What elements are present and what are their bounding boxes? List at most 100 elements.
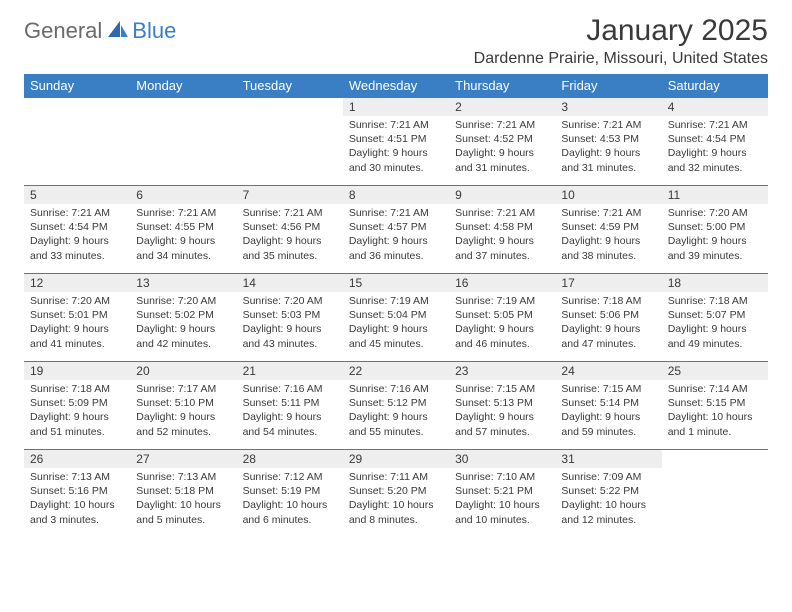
sunrise-text: Sunrise: 7:21 AM — [561, 206, 655, 220]
sunrise-text: Sunrise: 7:15 AM — [561, 382, 655, 396]
sunset-text: Sunset: 5:14 PM — [561, 396, 655, 410]
daylight-text: Daylight: 9 hours and 41 minutes. — [30, 322, 124, 350]
calendar-day-cell: 22Sunrise: 7:16 AMSunset: 5:12 PMDayligh… — [343, 362, 449, 450]
day-content: Sunrise: 7:14 AMSunset: 5:15 PMDaylight:… — [662, 380, 768, 443]
sunrise-text: Sunrise: 7:19 AM — [455, 294, 549, 308]
day-number: 6 — [130, 186, 236, 204]
day-number: 24 — [555, 362, 661, 380]
calendar-day-cell: 30Sunrise: 7:10 AMSunset: 5:21 PMDayligh… — [449, 450, 555, 538]
sunrise-text: Sunrise: 7:17 AM — [136, 382, 230, 396]
day-content: Sunrise: 7:21 AMSunset: 4:58 PMDaylight:… — [449, 204, 555, 267]
daylight-text: Daylight: 9 hours and 43 minutes. — [243, 322, 337, 350]
sunset-text: Sunset: 5:05 PM — [455, 308, 549, 322]
calendar-day-cell: 27Sunrise: 7:13 AMSunset: 5:18 PMDayligh… — [130, 450, 236, 538]
page-header: General Blue January 2025 Dardenne Prair… — [24, 14, 768, 68]
day-content: Sunrise: 7:13 AMSunset: 5:18 PMDaylight:… — [130, 468, 236, 531]
calendar-day-cell: 11Sunrise: 7:20 AMSunset: 5:00 PMDayligh… — [662, 186, 768, 274]
day-number: 31 — [555, 450, 661, 468]
sunrise-text: Sunrise: 7:20 AM — [30, 294, 124, 308]
daylight-text: Daylight: 10 hours and 10 minutes. — [455, 498, 549, 526]
sunrise-text: Sunrise: 7:09 AM — [561, 470, 655, 484]
daylight-text: Daylight: 9 hours and 59 minutes. — [561, 410, 655, 438]
sunset-text: Sunset: 4:51 PM — [349, 132, 443, 146]
day-content: Sunrise: 7:09 AMSunset: 5:22 PMDaylight:… — [555, 468, 661, 531]
day-content: Sunrise: 7:21 AMSunset: 4:56 PMDaylight:… — [237, 204, 343, 267]
sunset-text: Sunset: 5:04 PM — [349, 308, 443, 322]
daylight-text: Daylight: 10 hours and 1 minute. — [668, 410, 762, 438]
month-title: January 2025 — [474, 14, 768, 48]
sunset-text: Sunset: 4:59 PM — [561, 220, 655, 234]
day-number: 2 — [449, 98, 555, 116]
day-number: 21 — [237, 362, 343, 380]
daylight-text: Daylight: 9 hours and 46 minutes. — [455, 322, 549, 350]
day-content: Sunrise: 7:21 AMSunset: 4:59 PMDaylight:… — [555, 204, 661, 267]
calendar-day-cell: 16 Sunrise: 7:19 AMSunset: 5:05 PMDayligh… — [449, 274, 555, 362]
day-content: Sunrise: 7:21 AMSunset: 4:52 PMDaylight:… — [449, 116, 555, 179]
sunset-text: Sunset: 5:02 PM — [136, 308, 230, 322]
daylight-text: Daylight: 9 hours and 45 minutes. — [349, 322, 443, 350]
calendar-day-cell: 17Sunrise: 7:18 AMSunset: 5:06 PMDayligh… — [555, 274, 661, 362]
day-number: 1 — [343, 98, 449, 116]
day-header: Tuesday — [237, 74, 343, 98]
day-content: Sunrise: 7:21 AMSunset: 4:54 PMDaylight:… — [662, 116, 768, 179]
sunrise-text: Sunrise: 7:16 AM — [349, 382, 443, 396]
day-content: Sunrise: 7:20 AMSunset: 5:01 PMDaylight:… — [24, 292, 130, 355]
sunrise-text: Sunrise: 7:21 AM — [561, 118, 655, 132]
sunrise-text: Sunrise: 7:13 AM — [136, 470, 230, 484]
daylight-text: Daylight: 10 hours and 6 minutes. — [243, 498, 337, 526]
calendar-day-cell: 5Sunrise: 7:21 AMSunset: 4:54 PMDaylight… — [24, 186, 130, 274]
day-content: Sunrise: 7:21 AMSunset: 4:54 PMDaylight:… — [24, 204, 130, 267]
day-number: 9 — [449, 186, 555, 204]
day-header: Saturday — [662, 74, 768, 98]
daylight-text: Daylight: 10 hours and 8 minutes. — [349, 498, 443, 526]
daylight-text: Daylight: 9 hours and 37 minutes. — [455, 234, 549, 262]
day-number: 29 — [343, 450, 449, 468]
sunset-text: Sunset: 4:56 PM — [243, 220, 337, 234]
day-number: 25 — [662, 362, 768, 380]
calendar-day-cell: 31Sunrise: 7:09 AMSunset: 5:22 PMDayligh… — [555, 450, 661, 538]
day-number: 5 — [24, 186, 130, 204]
daylight-text: Daylight: 10 hours and 3 minutes. — [30, 498, 124, 526]
sunset-text: Sunset: 5:06 PM — [561, 308, 655, 322]
day-number: 16 — [449, 274, 555, 292]
day-content: Sunrise: 7:21 AMSunset: 4:55 PMDaylight:… — [130, 204, 236, 267]
day-header-row: Sunday Monday Tuesday Wednesday Thursday… — [24, 74, 768, 98]
calendar-week-row: 12Sunrise: 7:20 AMSunset: 5:01 PMDayligh… — [24, 274, 768, 362]
daylight-text: Daylight: 9 hours and 36 minutes. — [349, 234, 443, 262]
sunrise-text: Sunrise: 7:12 AM — [243, 470, 337, 484]
day-content: Sunrise: 7:11 AMSunset: 5:20 PMDaylight:… — [343, 468, 449, 531]
calendar-day-cell: 19Sunrise: 7:18 AMSunset: 5:09 PMDayligh… — [24, 362, 130, 450]
day-content: Sunrise: 7:17 AMSunset: 5:10 PMDaylight:… — [130, 380, 236, 443]
calendar-day-cell — [130, 98, 236, 186]
calendar-week-row: 19Sunrise: 7:18 AMSunset: 5:09 PMDayligh… — [24, 362, 768, 450]
sunrise-text: Sunrise: 7:21 AM — [136, 206, 230, 220]
day-content: Sunrise: 7:21 AMSunset: 4:51 PMDaylight:… — [343, 116, 449, 179]
calendar-day-cell: 7Sunrise: 7:21 AMSunset: 4:56 PMDaylight… — [237, 186, 343, 274]
sunrise-text: Sunrise: 7:15 AM — [455, 382, 549, 396]
day-content: Sunrise: 7:16 AMSunset: 5:11 PMDaylight:… — [237, 380, 343, 443]
calendar-day-cell — [24, 98, 130, 186]
sunset-text: Sunset: 5:11 PM — [243, 396, 337, 410]
daylight-text: Daylight: 9 hours and 33 minutes. — [30, 234, 124, 262]
day-number: 17 — [555, 274, 661, 292]
sunset-text: Sunset: 4:53 PM — [561, 132, 655, 146]
day-number: 7 — [237, 186, 343, 204]
day-content: Sunrise: 7:19 AMSunset: 5:04 PMDaylight:… — [343, 292, 449, 355]
sunrise-text: Sunrise: 7:18 AM — [30, 382, 124, 396]
location-subtitle: Dardenne Prairie, Missouri, United State… — [474, 50, 768, 68]
day-header: Monday — [130, 74, 236, 98]
sunset-text: Sunset: 4:57 PM — [349, 220, 443, 234]
sunrise-text: Sunrise: 7:21 AM — [243, 206, 337, 220]
day-content: Sunrise: 7:21 AMSunset: 4:53 PMDaylight:… — [555, 116, 661, 179]
calendar-day-cell: 29Sunrise: 7:11 AMSunset: 5:20 PMDayligh… — [343, 450, 449, 538]
day-number: 15 — [343, 274, 449, 292]
daylight-text: Daylight: 9 hours and 52 minutes. — [136, 410, 230, 438]
day-content: Sunrise: 7:18 AMSunset: 5:09 PMDaylight:… — [24, 380, 130, 443]
day-number: 14 — [237, 274, 343, 292]
day-content: Sunrise: 7:10 AMSunset: 5:21 PMDaylight:… — [449, 468, 555, 531]
sunrise-text: Sunrise: 7:16 AM — [243, 382, 337, 396]
day-number: 3 — [555, 98, 661, 116]
calendar-table: Sunday Monday Tuesday Wednesday Thursday… — [24, 74, 768, 538]
day-number: 20 — [130, 362, 236, 380]
calendar-day-cell: 3Sunrise: 7:21 AMSunset: 4:53 PMDaylight… — [555, 98, 661, 186]
